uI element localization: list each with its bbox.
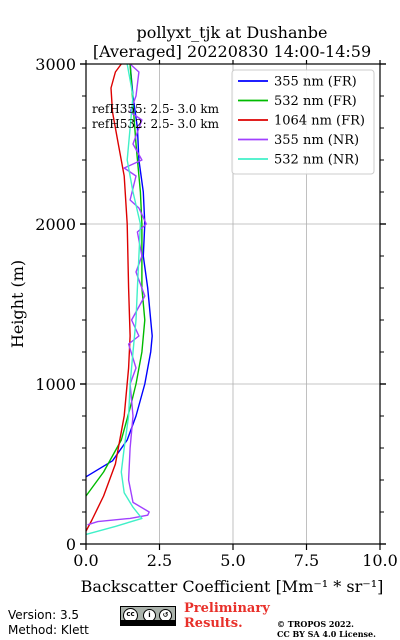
ref-height-532-annotation: refH532: 2.5- 3.0 km [92,117,220,131]
license-badge-bar [121,620,175,625]
series-layer [85,63,153,536]
backscatter-chart: pollyxt_tjk at Dushanbe [Averaged] 20220… [8,23,398,596]
x-axis-label: Backscatter Coefficient [Mm⁻¹ * sr⁻¹] [81,577,384,596]
copyright-line1: © TROPOS 2022. [277,619,354,629]
y-tick-label: 0 [66,535,76,554]
legend-label: 1064 nm (FR) [274,114,365,129]
preliminary-line1: Preliminary [184,601,270,616]
cc-by-sa-icon: cc i ↺ [120,606,176,626]
x-tick-label: 7.5 [294,551,319,570]
x-tick-label: 10.0 [362,551,398,570]
y-tick-label: 1000 [35,375,76,394]
x-tick-label: 0.0 [73,551,98,570]
chart-title-line1: pollyxt_tjk at Dushanbe [136,23,327,42]
legend-label: 532 nm (NR) [274,153,359,168]
version-text: Version: 3.5 [8,608,80,622]
legend-label: 355 nm (NR) [274,133,359,148]
method-text: Method: Klett [8,623,89,637]
series-line-4 [87,63,150,526]
y-tick-label: 3000 [35,55,76,74]
series-line-5 [85,63,143,536]
chart-title-line2: [Averaged] 20220830 14:00-14:59 [93,42,371,61]
copyright-line2: CC BY SA 4.0 License. [277,629,376,639]
series-line-1 [85,63,153,478]
preliminary-notice: Preliminary Results. [184,601,270,631]
legend-label: 355 nm (FR) [274,75,357,90]
series-line-3 [85,63,131,532]
x-tick-label: 5.0 [220,551,245,570]
legend-box [231,69,375,175]
series-line-2 [85,63,146,497]
ref-height-355-annotation: refH355: 2.5- 3.0 km [92,102,220,116]
copyright-notice: © TROPOS 2022. CC BY SA 4.0 License. [277,619,376,639]
axis-ticks: 0.0 2.5 5.0 7.5 10.0 0 1000 2000 3000 [35,55,398,570]
plot-frame [85,63,381,545]
legend: 355 nm (FR) 532 nm (FR) 1064 nm (FR) 355 nm… [231,69,375,175]
legend-label: 532 nm (FR) [274,94,357,109]
x-tick-label: 2.5 [147,551,172,570]
preliminary-line2: Results. [184,616,243,631]
y-axis-label: Height (m) [8,260,27,348]
y-tick-label: 2000 [35,215,76,234]
